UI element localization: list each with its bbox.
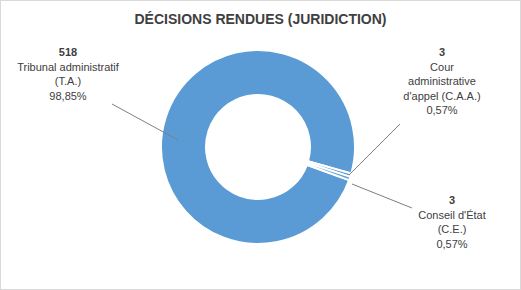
svg-text:98,85%: 98,85% — [49, 90, 87, 102]
svg-text:(C.E.): (C.E.) — [438, 223, 467, 235]
svg-text:Conseil d'État: Conseil d'État — [418, 209, 486, 221]
svg-text:administrative: administrative — [408, 75, 476, 87]
svg-text:DÉCISIONS RENDUES (JURIDICTION: DÉCISIONS RENDUES (JURIDICTION) — [134, 11, 386, 27]
svg-text:(T.A.): (T.A.) — [55, 75, 81, 87]
svg-text:Cour: Cour — [430, 61, 454, 73]
svg-text:3: 3 — [439, 46, 445, 58]
svg-text:518: 518 — [59, 46, 77, 58]
svg-text:Tribunal administratif: Tribunal administratif — [17, 61, 120, 73]
svg-text:0,57%: 0,57% — [426, 104, 457, 116]
svg-text:d'appel (C.A.A.): d'appel (C.A.A.) — [403, 90, 480, 102]
svg-text:3: 3 — [449, 194, 455, 206]
svg-text:0,57%: 0,57% — [436, 238, 467, 250]
